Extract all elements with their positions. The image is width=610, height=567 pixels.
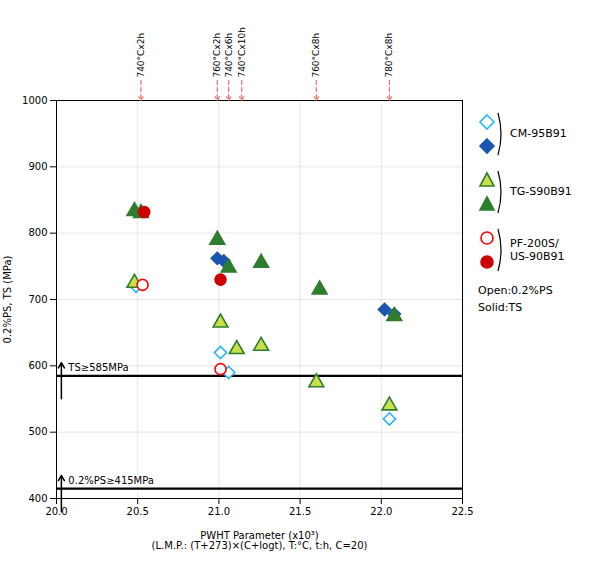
svg-text:780°Cx8h: 780°Cx8h (384, 33, 394, 78)
svg-text:400: 400 (28, 493, 47, 504)
html-text:PF-200S/ US-90B91: PF-200S/ US-90B91 (510, 236, 565, 263)
svg-text:PWHT Parameter (x10³)(L.M.P.:: PWHT Parameter (x10³)(L.M.P.: (T+273)×(C… (152, 530, 368, 551)
svg-text:22.0: 22.0 (370, 506, 392, 517)
html-text:TG-S90B91: TG-S90B91 (510, 185, 572, 199)
svg-text:0.2%PS, TS (MPa): 0.2%PS, TS (MPa) (2, 255, 13, 343)
svg-text:760°Cx2h: 760°Cx2h (212, 33, 222, 78)
svg-text:600: 600 (28, 360, 47, 371)
svg-text:800: 800 (28, 227, 47, 238)
svg-text:22.5: 22.5 (451, 506, 473, 517)
svg-text:740°Cx6h: 740°Cx6h (224, 33, 234, 78)
svg-text:20.0: 20.0 (45, 506, 67, 517)
svg-text:21.0: 21.0 (208, 506, 230, 517)
svg-text:500: 500 (28, 426, 47, 437)
svg-text:21.5: 21.5 (289, 506, 311, 517)
html-text:CM-95B91: CM-95B91 (510, 127, 567, 141)
svg-text:TS≥585MPa: TS≥585MPa (67, 362, 128, 373)
svg-text:20.5: 20.5 (127, 506, 149, 517)
svg-text:700: 700 (28, 294, 47, 305)
svg-text:740°Cx2h: 740°Cx2h (136, 33, 146, 78)
html-text:Solid:TS: Solid:TS (478, 301, 523, 314)
svg-text:760°Cx8h: 760°Cx8h (311, 33, 321, 78)
html-text:Open:0.2%PS: Open:0.2%PS (478, 284, 553, 297)
svg-text:740°Cx10h: 740°Cx10h (237, 27, 247, 77)
svg-text:0.2%PS≥415MPa: 0.2%PS≥415MPa (68, 475, 154, 486)
svg-text:1000: 1000 (22, 95, 47, 106)
svg-text:900: 900 (28, 161, 47, 172)
